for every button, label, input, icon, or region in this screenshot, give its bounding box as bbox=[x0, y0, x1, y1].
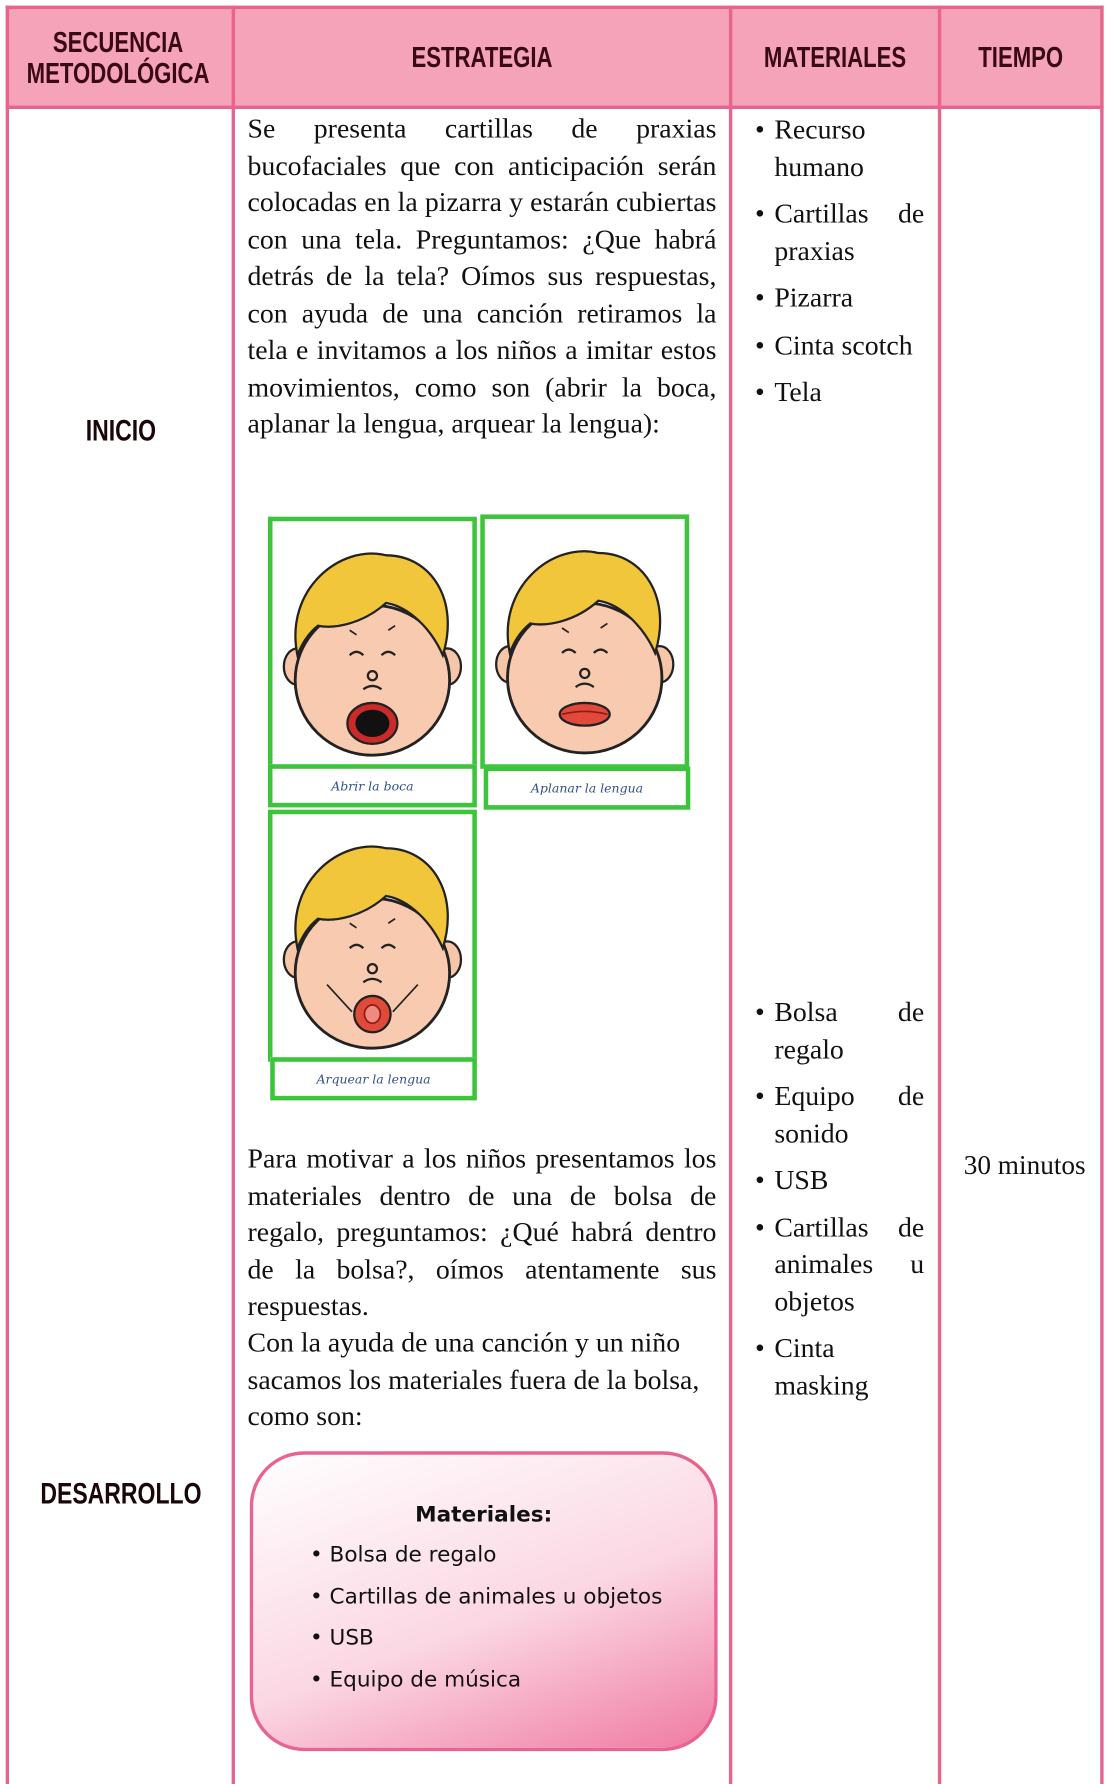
border bbox=[937, 5, 942, 1784]
card-caption: Arquear la lengua bbox=[270, 1057, 477, 1101]
header-cell: ESTRATEGIA bbox=[411, 42, 553, 74]
material-item: Pizarra bbox=[752, 280, 925, 317]
card-image bbox=[267, 809, 477, 1062]
face-part bbox=[326, 983, 419, 1013]
material-item: Cartillas de praxias bbox=[752, 196, 924, 270]
material-item: Equipo de sonido bbox=[752, 1079, 924, 1153]
materials-list: Recurso humano Cartillas de praxias Piza… bbox=[752, 112, 925, 421]
card-caption: Aplanar la lengua bbox=[483, 766, 691, 810]
material-item: Cinta scotch bbox=[752, 328, 925, 365]
face-part bbox=[362, 977, 383, 984]
material-item: Cinta masking bbox=[752, 1331, 925, 1405]
face-part bbox=[294, 552, 449, 660]
face-part bbox=[363, 1004, 382, 1025]
face-part bbox=[366, 962, 379, 975]
strategy-text: Con la ayuda de una canción y un niño sa… bbox=[247, 1327, 700, 1433]
box-item: Equipo de música bbox=[310, 1659, 662, 1700]
header-cell: MATERIALES bbox=[763, 42, 907, 74]
stage-label: INICIO bbox=[85, 413, 157, 448]
face-part bbox=[348, 650, 396, 657]
face-illustration bbox=[282, 552, 463, 757]
border bbox=[5, 105, 1104, 110]
border bbox=[1100, 5, 1104, 1784]
border bbox=[5, 5, 1104, 10]
face-illustration bbox=[495, 550, 675, 755]
box-item: Cartillas de animales u objetos bbox=[310, 1576, 663, 1617]
materials-box: Materiales: Bolsa de regalo Cartillas de… bbox=[249, 1451, 718, 1752]
box-title: Materiales: bbox=[415, 1502, 553, 1528]
materials-list: Bolsa de regalo Equipo de sonido USB Car… bbox=[752, 995, 925, 1415]
box-list: Bolsa de regalo Cartillas de animales u … bbox=[310, 1534, 663, 1700]
face-part bbox=[506, 550, 662, 658]
border bbox=[5, 5, 10, 1784]
face-part bbox=[349, 625, 396, 636]
face-part bbox=[349, 917, 396, 929]
border bbox=[231, 5, 236, 1784]
strategy-text: Para motivar a los niños presentamos los… bbox=[247, 1143, 717, 1322]
face-part bbox=[574, 682, 595, 688]
material-item: Bolsa de regalo bbox=[752, 995, 924, 1069]
face-part bbox=[348, 943, 396, 950]
border bbox=[728, 5, 733, 1784]
time-value: 30 minutos bbox=[963, 1151, 1086, 1182]
card-image bbox=[480, 514, 690, 769]
header-background bbox=[5, 5, 1104, 108]
face-part bbox=[561, 648, 609, 654]
face-part bbox=[561, 710, 608, 716]
box-item: USB bbox=[310, 1617, 662, 1658]
stage-label: DESARROLLO bbox=[40, 1476, 202, 1511]
material-item: Recurso humano bbox=[752, 112, 925, 186]
face-part bbox=[355, 709, 390, 738]
material-item: USB bbox=[752, 1163, 925, 1200]
card-caption: Abrir la boca bbox=[267, 764, 477, 808]
material-item: Tela bbox=[752, 375, 925, 412]
card-image bbox=[267, 516, 477, 769]
face-part bbox=[362, 684, 383, 691]
face-part bbox=[366, 670, 379, 682]
material-item: Cartillas de animales u objetos bbox=[752, 1210, 924, 1321]
header-cell: SECUENCIA METODOLÓGICA bbox=[26, 26, 210, 90]
face-part bbox=[558, 701, 611, 727]
strategy-text: Se presenta cartillas de praxias bucofac… bbox=[247, 113, 717, 440]
face-part bbox=[294, 845, 449, 953]
header-cell: TIEMPO bbox=[978, 42, 1064, 74]
face-part bbox=[561, 622, 608, 634]
box-item: Bolsa de regalo bbox=[310, 1534, 662, 1575]
face-part bbox=[579, 667, 591, 680]
face-illustration bbox=[282, 845, 463, 1050]
